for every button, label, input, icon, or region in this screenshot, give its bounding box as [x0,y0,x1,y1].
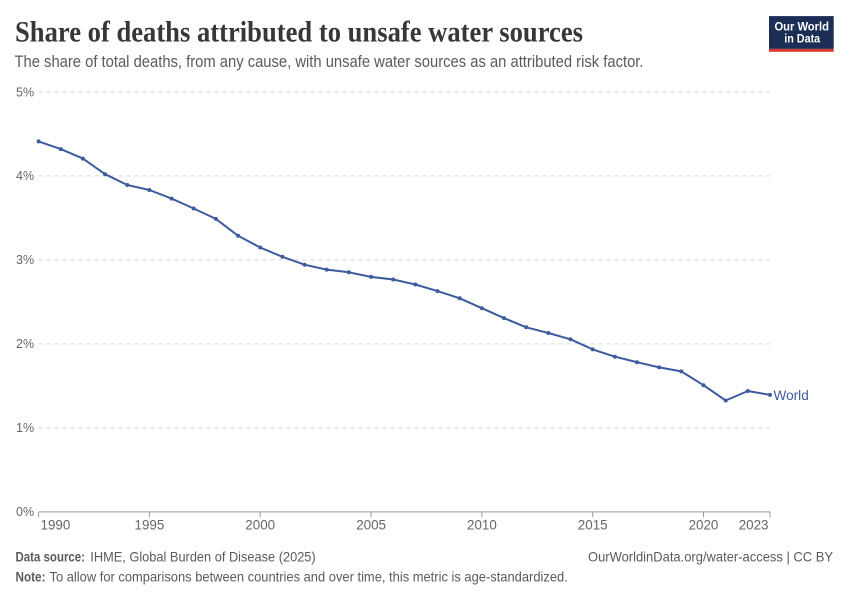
svg-text:Our World: Our World [774,19,829,33]
svg-text:Note:To allow for comparisons: Note: To allow for comparisons between co… [16,569,568,585]
svg-text:2005: 2005 [356,517,386,532]
svg-text:World: World [774,388,809,403]
svg-text:2000: 2000 [245,517,275,532]
svg-text:2%: 2% [16,337,34,351]
svg-text:1%: 1% [16,421,34,435]
svg-text:0%: 0% [16,505,34,519]
svg-text:2023: 2023 [739,517,769,532]
svg-text:2020: 2020 [689,517,719,532]
svg-text:4%: 4% [16,169,34,183]
svg-text:1995: 1995 [135,517,165,532]
svg-text:2010: 2010 [467,517,497,532]
svg-text:3%: 3% [16,253,34,267]
svg-text:2015: 2015 [578,517,608,532]
svg-text:Data source:IHME, Global Burde: Data source: IHME, Global Burden of Disea… [16,549,316,565]
svg-text:The share of total deaths, fro: The share of total deaths, from any caus… [15,53,644,71]
svg-text:1990: 1990 [41,517,71,532]
svg-text:in Data: in Data [784,31,820,45]
svg-text:Share of deaths attributed to: Share of deaths attributed to unsafe wat… [15,15,583,48]
svg-text:OurWorldinData.org/water-acces: OurWorldinData.org/water-access | CC BY [588,549,834,565]
svg-text:5%: 5% [16,85,34,99]
